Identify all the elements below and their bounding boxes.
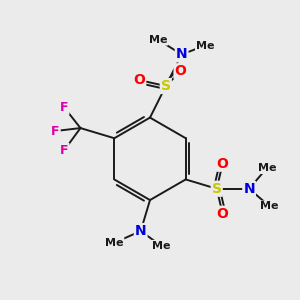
Text: Me: Me xyxy=(257,163,276,173)
Text: F: F xyxy=(51,124,60,137)
Text: S: S xyxy=(212,182,222,196)
Text: Me: Me xyxy=(196,40,214,51)
Text: F: F xyxy=(60,144,68,157)
Text: N: N xyxy=(176,47,188,61)
Text: N: N xyxy=(243,182,255,196)
Text: F: F xyxy=(60,101,68,114)
Text: O: O xyxy=(134,73,145,87)
Text: Me: Me xyxy=(152,241,171,251)
Text: Me: Me xyxy=(260,201,279,212)
Text: N: N xyxy=(135,224,146,238)
Text: Me: Me xyxy=(105,238,123,248)
Text: O: O xyxy=(217,207,229,221)
Text: O: O xyxy=(175,64,187,78)
Text: O: O xyxy=(217,157,229,171)
Text: S: S xyxy=(161,79,171,93)
Text: Me: Me xyxy=(149,35,167,45)
